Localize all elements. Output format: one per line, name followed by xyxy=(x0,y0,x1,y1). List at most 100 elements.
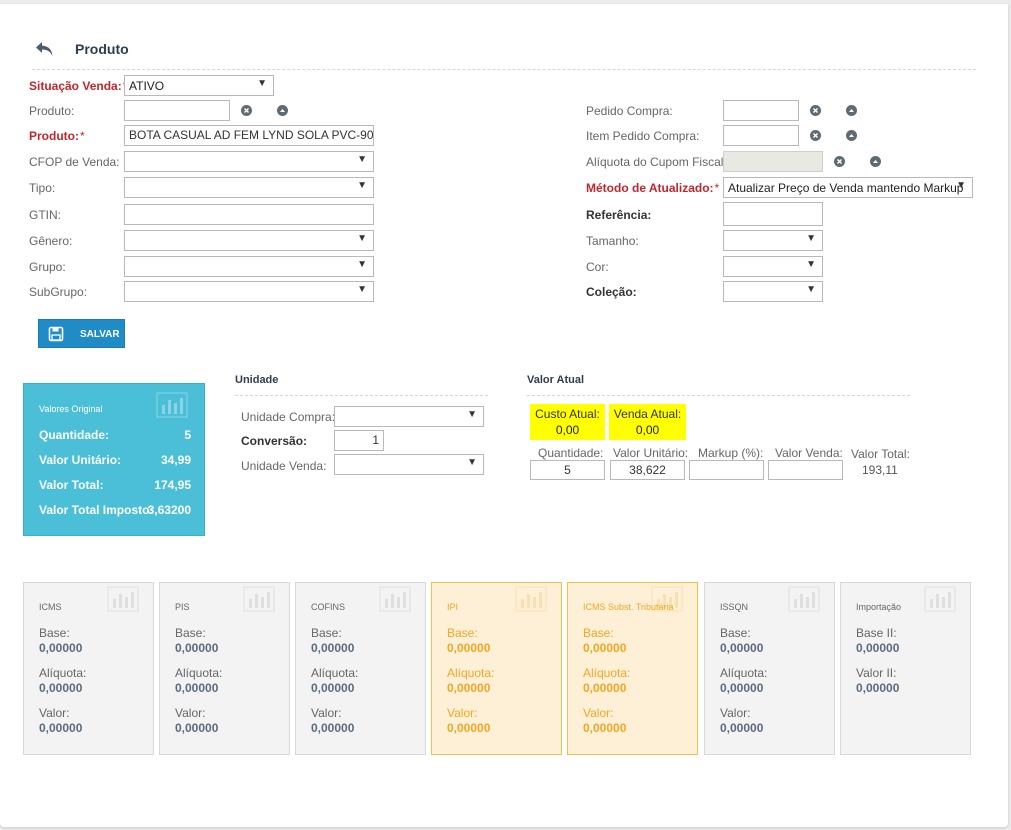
gtin-input[interactable] xyxy=(124,204,374,225)
tax-field-label: Valor: xyxy=(311,706,342,720)
gtin-label: GTIN: xyxy=(29,208,61,222)
search-up-icon[interactable] xyxy=(846,105,857,116)
search-up-icon[interactable] xyxy=(277,105,288,116)
aliquota-cupom-input[interactable] xyxy=(723,151,823,172)
tamanho-select[interactable]: ▼ xyxy=(723,230,823,251)
tax-field-value: 0,00000 xyxy=(311,641,355,655)
tax-field-value: 0,00000 xyxy=(720,681,764,695)
referencia-input[interactable] xyxy=(723,202,823,226)
produto-search-input[interactable] xyxy=(124,100,230,121)
clear-icon[interactable] xyxy=(241,105,252,116)
tax-field-label: Base: xyxy=(720,626,751,640)
tax-field-label: Alíquota: xyxy=(447,666,495,680)
tax-field-value: 0,00000 xyxy=(447,721,491,735)
tax-field-value: 0,00000 xyxy=(311,681,355,695)
custo-atual-badge: Custo Atual: 0,00 xyxy=(530,404,605,440)
tax-field-label: Base: xyxy=(447,626,478,640)
metodo-select[interactable]: Atualizar Preço de Venda mantendo Markup… xyxy=(723,177,973,198)
valor-unitario-label: Valor Unitário: xyxy=(613,446,689,460)
produto-search-label: Produto: xyxy=(29,104,75,118)
pedido-compra-input[interactable] xyxy=(723,100,799,121)
tax-name: ICMS xyxy=(39,602,62,612)
tax-box-issqn: ISSQN Base: 0,00000 Alíquota: 0,00000 Va… xyxy=(704,582,835,755)
tax-field-label: Valor: xyxy=(583,706,614,720)
cor-select[interactable]: ▼ xyxy=(723,256,823,277)
tax-field-label: Alíquota: xyxy=(39,666,87,680)
genero-select[interactable]: ▼ xyxy=(124,230,374,251)
tax-field-label: Alíquota: xyxy=(311,666,359,680)
metodo-label: Método de Atualizado:* xyxy=(586,181,720,195)
venda-atual-badge: Venda Atual: 0,00 xyxy=(609,404,686,440)
colecao-select[interactable]: ▼ xyxy=(723,281,823,302)
unidade-venda-select[interactable]: ▼ xyxy=(334,454,484,475)
tax-box-pis: PIS Base: 0,00000 Alíquota: 0,00000 Valo… xyxy=(159,582,290,755)
tax-field-value: 0,00000 xyxy=(583,721,627,735)
referencia-label: Referência: xyxy=(586,208,652,222)
produto-input[interactable]: BOTA CASUAL AD FEM LYND SOLA PVC-900 xyxy=(124,125,374,146)
valor-total-value: 193,11 xyxy=(862,463,898,477)
bar-chart-icon xyxy=(924,586,956,612)
markup-input[interactable] xyxy=(689,460,764,480)
produto-label: Produto:* xyxy=(29,129,85,143)
bar-chart-icon xyxy=(651,586,683,612)
bar-chart-icon xyxy=(515,586,547,612)
back-arrow-icon[interactable] xyxy=(34,40,56,58)
tax-field-value: 0,00000 xyxy=(720,721,764,735)
tax-field-value: 0,00000 xyxy=(720,641,764,655)
valor-venda-input[interactable] xyxy=(768,460,843,480)
tax-field-value: 0,00000 xyxy=(447,641,491,655)
grupo-select[interactable]: ▼ xyxy=(124,256,374,277)
page-header: Produto xyxy=(32,38,976,70)
subgrupo-label: SubGrupo: xyxy=(29,285,88,299)
tax-name: PIS xyxy=(175,602,190,612)
tax-box-icms: ICMS Base: 0,00000 Alíquota: 0,00000 Val… xyxy=(23,582,154,755)
valor-total-label: Valor Total: xyxy=(851,447,910,461)
subgrupo-select[interactable]: ▼ xyxy=(124,281,374,302)
clear-icon[interactable] xyxy=(834,156,845,167)
aliquota-cupom-label: Alíquota do Cupom Fiscal: xyxy=(586,155,727,169)
situacao-select[interactable]: ATIVO ▼ xyxy=(124,75,274,96)
product-card: Produto Situação Venda:* ATIVO▼ Produto:… xyxy=(0,4,1008,827)
unidade-compra-label: Unidade Compra: xyxy=(241,410,336,424)
search-up-icon[interactable] xyxy=(870,156,881,167)
tax-name: Importação xyxy=(856,602,902,612)
quantidade-label: Quantidade: xyxy=(538,446,604,460)
item-pedido-label: Item Pedido Compra: xyxy=(586,129,700,143)
tax-field-value: 0,00000 xyxy=(39,721,83,735)
tax-field-label: Valor II: xyxy=(856,666,897,680)
tipo-select[interactable]: ▼ xyxy=(124,177,374,198)
tax-field-label: Base II: xyxy=(856,626,897,640)
bar-chart-icon xyxy=(243,586,275,612)
tax-field-value: 0,00000 xyxy=(39,681,83,695)
search-up-icon[interactable] xyxy=(846,130,857,141)
genero-label: Gênero: xyxy=(29,234,73,248)
tax-field-label: Valor: xyxy=(175,706,206,720)
item-pedido-input[interactable] xyxy=(723,125,799,146)
tax-field-label: Base: xyxy=(39,626,70,640)
tax-field-value: 0,00000 xyxy=(856,641,900,655)
unidade-venda-label: Unidade Venda: xyxy=(241,459,327,473)
tax-field-value: 0,00000 xyxy=(39,641,83,655)
unidade-compra-select[interactable]: ▼ xyxy=(334,406,484,427)
conversao-label: Conversão: xyxy=(241,434,308,448)
bar-chart-icon xyxy=(379,586,411,612)
tax-field-label: Alíquota: xyxy=(583,666,631,680)
save-button[interactable]: SALVAR xyxy=(38,319,125,348)
tax-field-value: 0,00000 xyxy=(175,721,219,735)
tax-box-cofins: COFINS Base: 0,00000 Alíquota: 0,00000 V… xyxy=(295,582,426,755)
valor-unitario-input[interactable]: 38,622 xyxy=(610,460,685,480)
valor-venda-label: Valor Venda: xyxy=(775,446,843,460)
cfop-label: CFOP de Venda: xyxy=(29,155,120,169)
panel-title: Valores Original xyxy=(39,404,103,414)
clear-icon[interactable] xyxy=(810,105,821,116)
quantidade-input[interactable]: 5 xyxy=(530,460,605,480)
clear-icon[interactable] xyxy=(810,130,821,141)
unidade-section-title: Unidade xyxy=(235,374,488,396)
tipo-label: Tipo: xyxy=(29,181,56,195)
tax-field-label: Alíquota: xyxy=(720,666,768,680)
cfop-select[interactable]: ▼ xyxy=(124,151,374,172)
tax-field-label: Valor: xyxy=(720,706,751,720)
grupo-label: Grupo: xyxy=(29,260,66,274)
tax-field-label: Base: xyxy=(311,626,342,640)
conversao-input[interactable]: 1 xyxy=(334,430,384,451)
